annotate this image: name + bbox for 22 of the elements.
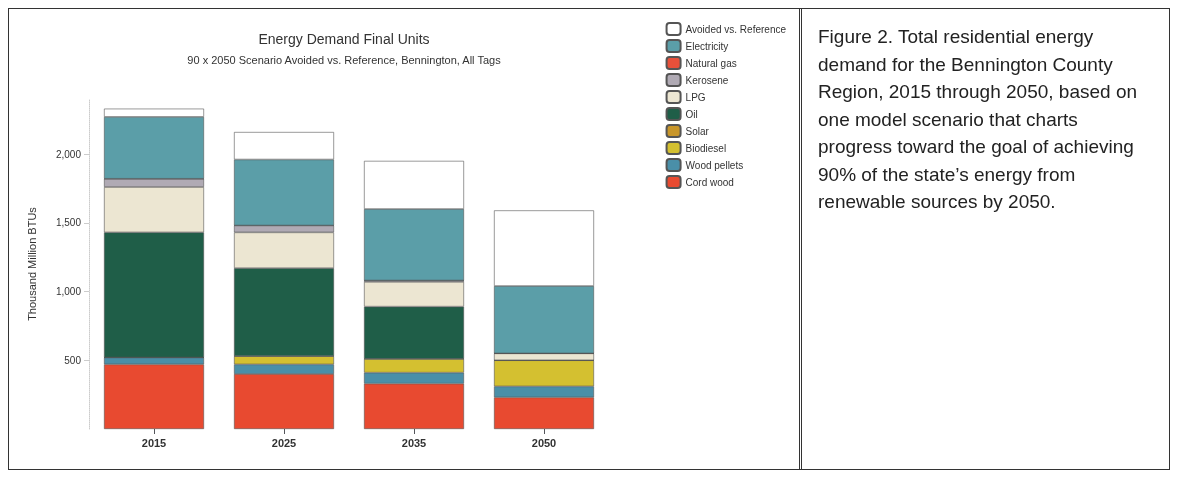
x-tick-label: 2025	[271, 436, 297, 449]
legend-label: Electricity	[685, 40, 729, 52]
y-tick-label: 2,000	[55, 148, 82, 160]
legend-label: Kerosene	[685, 74, 729, 86]
legend-label: Cord wood	[685, 176, 734, 188]
legend-label: Avoided vs. Reference	[685, 23, 787, 35]
chart-subtitle: 90 x 2050 Scenario Avoided vs. Reference, Bennington, All Tags	[187, 53, 502, 66]
legend-label: Oil	[685, 108, 698, 120]
caption: Figure 2. Total residential energy demand for the Bennington County Region, 2015 through 2050, based on one model scenario that charts progress toward the goal of achieving 90% of the state’s energy from renewable sources by 2050.	[818, 25, 1139, 215]
x-tick-label: 2050	[531, 436, 557, 449]
y-tick-label: 500	[64, 354, 82, 366]
legend-label: LPG	[685, 91, 706, 103]
x-tick-label: 2015	[141, 436, 167, 449]
y-tick-label: 1,000	[55, 286, 82, 297]
legend-label: Natural gas	[685, 57, 737, 69]
legend-label: Wood pellets	[685, 159, 744, 171]
y-tick-label: 1,500	[55, 217, 82, 229]
y-axis-title: Thousand Million BTUs	[25, 206, 38, 321]
chart-title: Energy Demand Final Units	[258, 31, 430, 47]
legend-label: Solar	[685, 125, 710, 137]
legend-label: Biodiesel	[685, 142, 727, 154]
x-tick-label: 2035	[401, 436, 427, 449]
